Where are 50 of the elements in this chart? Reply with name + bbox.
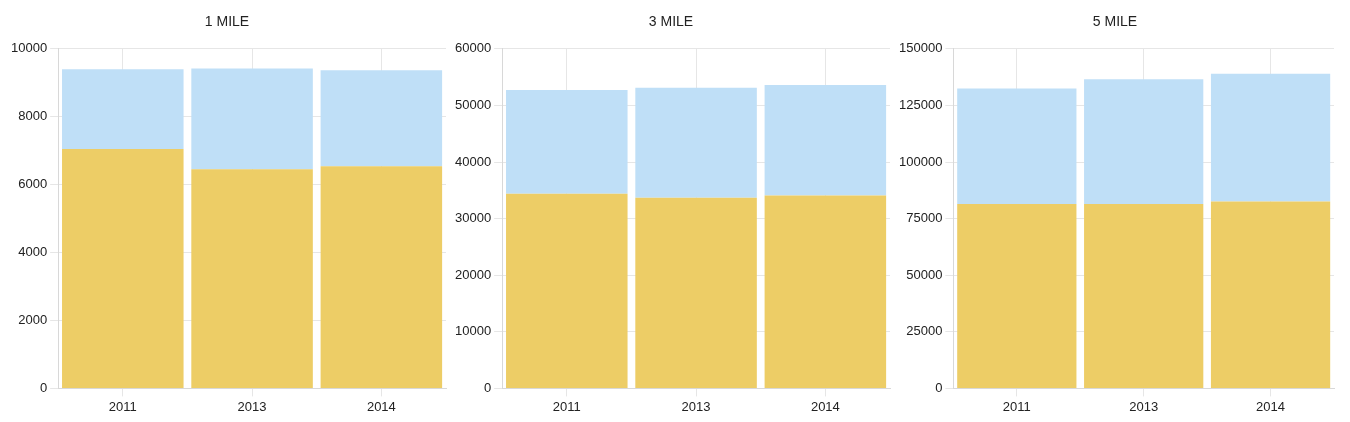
- bar: [191, 169, 313, 388]
- y-tick-label: 150000: [898, 40, 943, 56]
- bar: [1210, 73, 1331, 202]
- x-tick-label: 2014: [810, 398, 840, 414]
- y-tick-label: 6000: [18, 176, 48, 192]
- y-tick-label: 125000: [898, 96, 943, 112]
- y-tick-label: 8000: [18, 108, 48, 124]
- x-tick-label: 2013: [1129, 398, 1159, 414]
- y-tick-label: 60000: [454, 40, 492, 56]
- bar: [506, 193, 628, 388]
- y-tick-label: 20000: [454, 266, 492, 282]
- y-tick-label: 50000: [454, 96, 492, 112]
- y-tick-label: 0: [39, 379, 48, 395]
- y-tick-label: 10000: [10, 40, 48, 56]
- bar: [957, 203, 1077, 388]
- bar: [1084, 79, 1204, 204]
- bar: [62, 69, 184, 149]
- y-tick-label: 2000: [18, 312, 48, 328]
- y-tick-label: 4000: [18, 244, 48, 260]
- bar: [506, 90, 628, 194]
- x-tick-label: 2014: [1256, 398, 1286, 414]
- chart-title: 1 MILE: [204, 13, 250, 30]
- y-tick-label: 75000: [906, 210, 943, 226]
- x-tick-label: 2013: [681, 398, 711, 414]
- chart-title: 5 MILE: [1092, 13, 1138, 30]
- y-tick-label: 25000: [906, 323, 943, 339]
- y-tick-label: 40000: [454, 153, 492, 169]
- bar: [320, 166, 443, 388]
- bar: [1210, 201, 1331, 388]
- x-tick-label: 2011: [552, 398, 581, 414]
- x-tick-label: 2011: [1002, 398, 1031, 414]
- bar: [62, 148, 184, 388]
- bar: [320, 70, 443, 167]
- y-tick-label: 10000: [454, 323, 492, 339]
- bar: [635, 197, 757, 388]
- bar: [191, 68, 313, 170]
- chart-title: 3 MILE: [648, 13, 694, 30]
- bar: [764, 195, 887, 388]
- bar: [957, 88, 1077, 204]
- x-tick-label: 2014: [366, 398, 396, 414]
- bar: [764, 85, 887, 196]
- bar: [1084, 203, 1204, 388]
- y-tick-label: 50000: [906, 266, 943, 282]
- y-tick-label: 100000: [898, 153, 943, 169]
- y-tick-label: 0: [935, 379, 943, 395]
- bar: [635, 87, 757, 198]
- y-tick-label: 0: [483, 379, 492, 395]
- y-tick-label: 30000: [454, 210, 492, 226]
- x-tick-label: 2013: [237, 398, 267, 414]
- x-tick-label: 2011: [108, 398, 137, 414]
